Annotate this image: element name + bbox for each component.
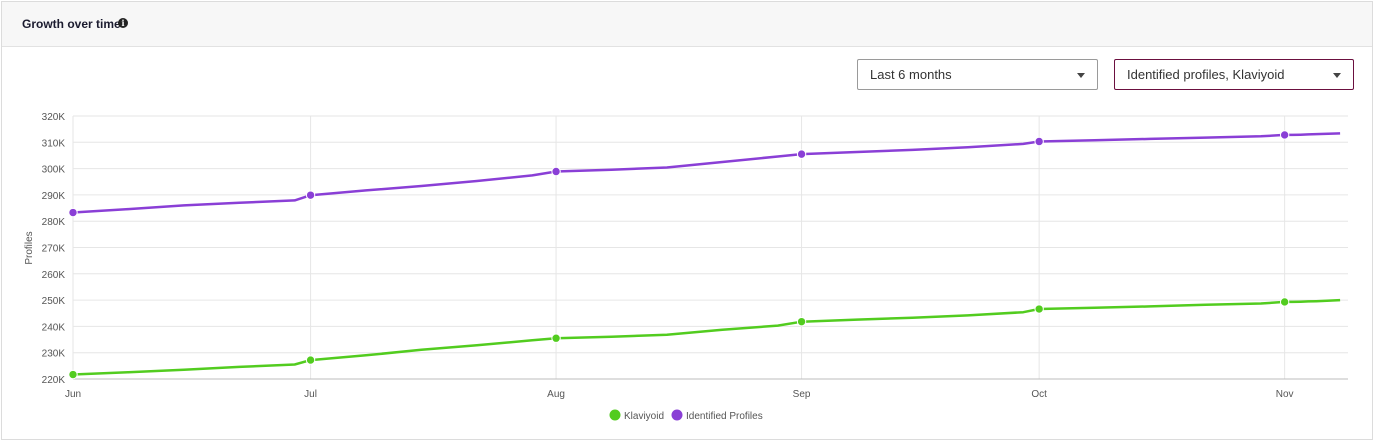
data-point	[1034, 304, 1044, 314]
chevron-down-icon	[1333, 73, 1341, 78]
x-tick-label: Sep	[793, 389, 811, 400]
data-point	[796, 316, 807, 327]
data-point	[551, 333, 561, 343]
y-tick-label: 270K	[42, 244, 66, 255]
series-line-klaviyoid	[72, 298, 1341, 376]
period-select[interactable]: Last 6 months	[857, 59, 1098, 90]
x-tick-label: Oct	[1031, 389, 1047, 400]
y-tick-label: 300K	[42, 165, 66, 176]
data-point	[1034, 136, 1044, 147]
legend-marker	[609, 409, 621, 421]
y-axis-title: Profiles	[24, 231, 35, 264]
y-tick-label: 290K	[42, 191, 66, 202]
y-tick-label: 240K	[42, 322, 66, 333]
x-tick-label: Nov	[1276, 389, 1294, 400]
legend-label: Klaviyoid	[624, 411, 664, 422]
legend-marker	[671, 409, 683, 421]
data-point	[796, 149, 807, 159]
y-tick-label: 230K	[42, 349, 66, 360]
y-tick-label: 220K	[42, 375, 66, 386]
period-select-value: Last 6 months	[870, 67, 952, 82]
chevron-down-icon	[1077, 73, 1085, 78]
y-tick-label: 280K	[42, 217, 66, 228]
y-tick-label: 320K	[42, 112, 66, 123]
y-tick-label: 310K	[42, 138, 66, 149]
y-tick-label: 260K	[42, 270, 66, 281]
data-point	[1279, 130, 1290, 140]
data-point	[305, 355, 316, 365]
data-point	[305, 190, 316, 200]
series-select[interactable]: Identified profiles, Klaviyoid	[1114, 59, 1354, 90]
data-point	[1279, 297, 1290, 307]
y-tick-label: 250K	[42, 296, 66, 307]
data-point	[68, 369, 78, 380]
x-tick-label: Jun	[65, 389, 81, 400]
data-point	[551, 166, 561, 177]
series-line-identified-profiles	[72, 132, 1341, 214]
x-tick-label: Jul	[304, 389, 317, 400]
series-select-value: Identified profiles, Klaviyoid	[1127, 67, 1285, 82]
card-title: Growth over time	[22, 17, 121, 31]
legend-label: Identified Profiles	[686, 411, 763, 422]
info-icon[interactable]: i	[118, 18, 128, 28]
card-header: Growth over time i	[2, 2, 1372, 47]
data-point	[68, 207, 78, 218]
x-tick-label: Aug	[547, 389, 565, 400]
